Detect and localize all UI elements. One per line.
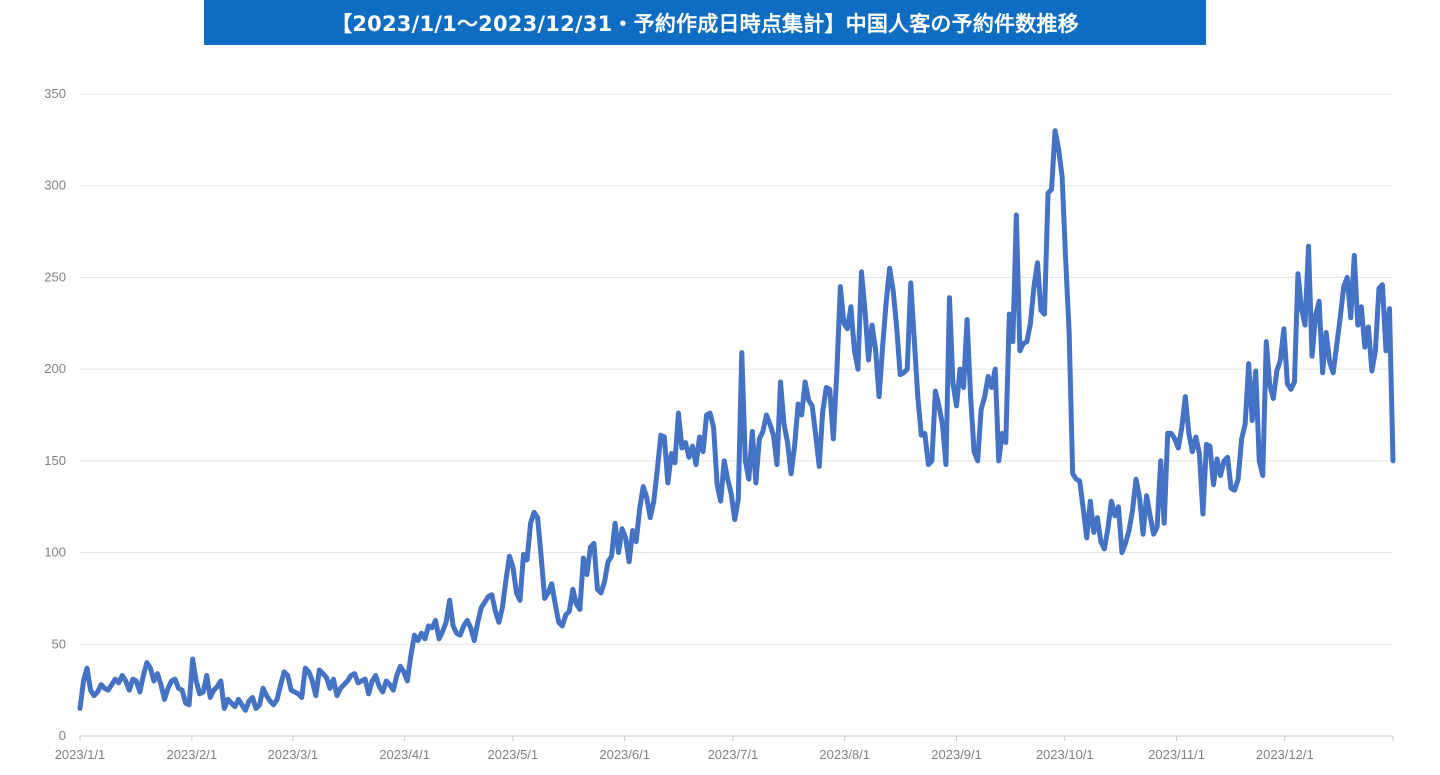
- y-tick-label: 300: [44, 178, 66, 193]
- x-tick-label: 2023/12/1: [1256, 747, 1314, 762]
- x-tick-label: 2023/6/1: [599, 747, 650, 762]
- x-tick-label: 2023/5/1: [488, 747, 539, 762]
- y-axis-ticks: 0 50 100 150 200 250 300 350: [44, 86, 66, 743]
- x-axis-ticks: 2023/1/1 2023/2/1 2023/3/1 2023/4/1 2023/5/1…: [55, 736, 1394, 762]
- y-tick-label: 50: [52, 636, 66, 651]
- y-tick-label: 0: [59, 728, 66, 743]
- series-layer: [77, 128, 1396, 713]
- series-line-0: [77, 128, 1396, 713]
- x-tick-label: 2023/9/1: [931, 747, 982, 762]
- chart-title: 【2023/1/1〜2023/12/31・予約作成日時点集計】中国人客の予約件数…: [204, 0, 1206, 45]
- x-tick-label: 2023/4/1: [379, 747, 430, 762]
- x-tick-label: 2023/10/1: [1036, 747, 1094, 762]
- y-tick-label: 150: [44, 453, 66, 468]
- x-tick-label: 2023/3/1: [268, 747, 319, 762]
- gridlines: [80, 93, 1393, 737]
- y-tick-label: 350: [44, 86, 66, 101]
- x-tick-label: 2023/8/1: [819, 747, 870, 762]
- y-tick-label: 100: [44, 545, 66, 560]
- x-tick-label: 2023/1/1: [55, 747, 106, 762]
- x-tick-label: 2023/7/1: [708, 747, 759, 762]
- x-tick-label: 2023/11/1: [1148, 747, 1205, 762]
- y-tick-label: 250: [44, 269, 66, 284]
- y-tick-label: 200: [44, 361, 66, 376]
- x-tick-label: 2023/2/1: [167, 747, 218, 762]
